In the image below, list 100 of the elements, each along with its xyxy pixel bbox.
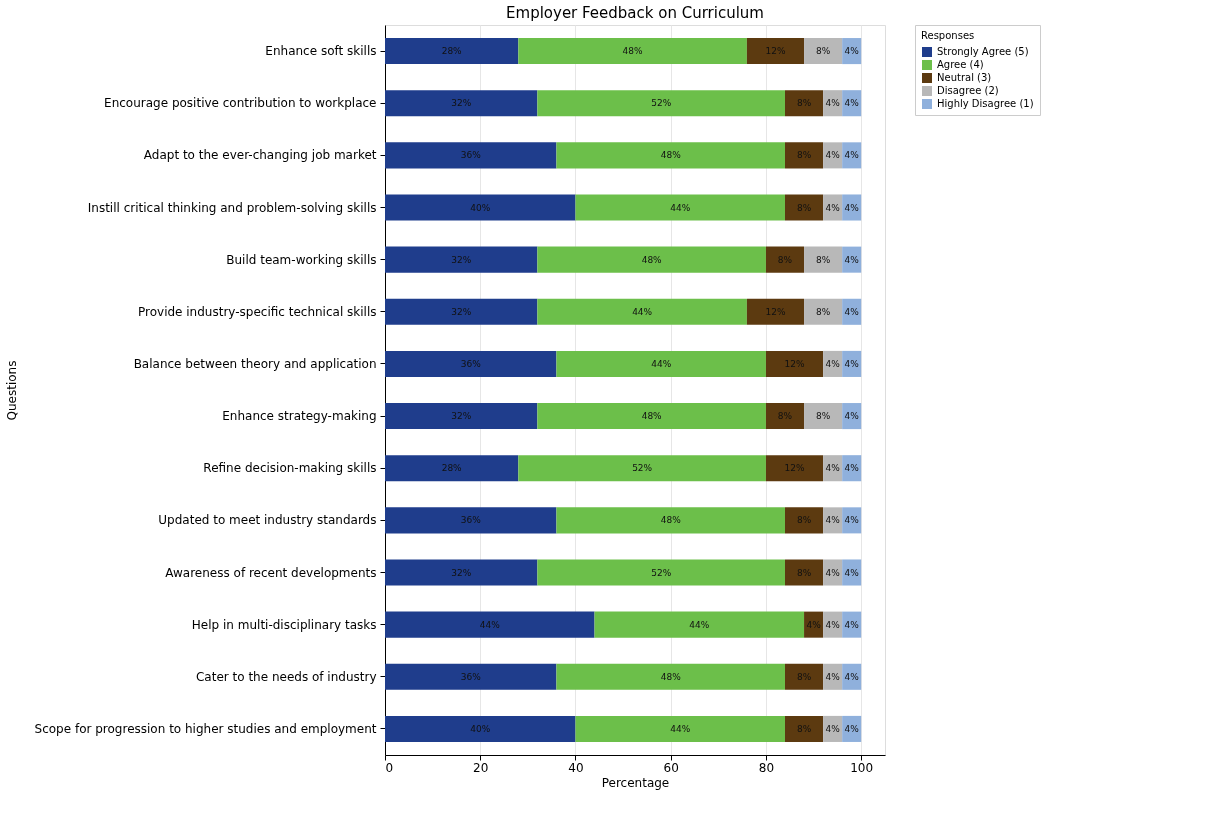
bar xyxy=(537,298,747,325)
data-label: 4% xyxy=(844,358,860,369)
bar xyxy=(385,403,538,430)
x-tick-label: 100 xyxy=(850,760,874,775)
bar xyxy=(765,246,805,273)
bar xyxy=(785,663,824,690)
bar xyxy=(385,559,538,586)
bar xyxy=(537,90,785,117)
data-label: 40% xyxy=(470,723,491,734)
y-tick-label: Adapt to the ever-changing job market xyxy=(143,148,377,163)
bar xyxy=(385,298,538,325)
bar xyxy=(518,38,747,65)
data-label: 48% xyxy=(660,150,682,161)
y-tick-label: Awareness of recent developments xyxy=(165,565,377,580)
data-label: 4% xyxy=(825,515,841,526)
bar xyxy=(804,38,843,65)
data-label: 12% xyxy=(784,463,805,474)
bar xyxy=(823,559,843,586)
data-label: 44% xyxy=(689,619,710,630)
y-tick-label: Help in multi-disciplinary tasks xyxy=(191,617,377,632)
data-label: 8% xyxy=(796,515,812,526)
x-tick-label: 40 xyxy=(568,760,584,775)
y-tick-label: Instill critical thinking and problem-solving skills xyxy=(87,200,377,215)
bar xyxy=(556,142,785,169)
bar xyxy=(385,38,519,65)
data-label: 8% xyxy=(796,723,812,734)
data-label: 4% xyxy=(844,515,860,526)
bar xyxy=(385,142,557,169)
data-label: 4% xyxy=(825,567,841,578)
bar xyxy=(575,715,785,742)
y-tick-label: Updated to meet industry standards xyxy=(158,513,377,528)
data-label: 8% xyxy=(815,254,831,265)
y-tick-label: Cater to the needs of industry xyxy=(195,669,377,684)
data-label: 32% xyxy=(451,567,472,578)
data-label: 4% xyxy=(825,723,841,734)
y-tick-label: Enhance soft skills xyxy=(265,44,377,59)
legend-label: Strongly Agree (5) xyxy=(937,46,1029,57)
data-label: 32% xyxy=(451,254,472,265)
bar xyxy=(537,246,766,273)
data-label: 8% xyxy=(815,411,831,422)
data-label: 4% xyxy=(844,254,860,265)
data-label: 4% xyxy=(844,202,860,213)
bar xyxy=(385,246,538,273)
data-label: 52% xyxy=(651,98,672,109)
bar xyxy=(537,559,785,586)
y-tick-label: Encourage positive contribution to workplace xyxy=(104,96,377,111)
legend-label: Neutral (3) xyxy=(937,72,992,83)
bar xyxy=(385,90,538,117)
bar xyxy=(746,298,805,325)
bar xyxy=(385,455,519,482)
legend-label: Disagree (2) xyxy=(937,85,999,96)
bar xyxy=(385,350,557,377)
y-tick-label: Balance between theory and application xyxy=(133,356,377,371)
data-label: 4% xyxy=(825,98,841,109)
bar xyxy=(385,663,557,690)
x-tick-label: 60 xyxy=(663,760,679,775)
bar xyxy=(823,194,843,221)
data-label: 52% xyxy=(632,463,653,474)
data-label: 8% xyxy=(777,411,793,422)
data-label: 4% xyxy=(844,98,860,109)
y-tick-label: Build team-working skills xyxy=(226,252,377,267)
bar xyxy=(385,715,576,742)
bar xyxy=(804,246,843,273)
bar xyxy=(842,559,862,586)
data-label: 4% xyxy=(844,306,860,317)
data-label: 36% xyxy=(460,515,482,526)
data-label: 44% xyxy=(651,358,672,369)
data-label: 36% xyxy=(460,671,482,682)
bar xyxy=(594,611,805,638)
legend-title: Responses xyxy=(921,30,975,41)
bar xyxy=(765,350,824,377)
chart-title: Employer Feedback on Curriculum xyxy=(506,3,764,22)
bar xyxy=(518,455,766,482)
data-label: 8% xyxy=(815,306,831,317)
data-label: 44% xyxy=(632,306,653,317)
data-label: 4% xyxy=(825,671,841,682)
data-label: 4% xyxy=(844,411,860,422)
y-tick-label: Refine decision-making skills xyxy=(203,461,377,476)
data-label: 4% xyxy=(844,723,860,734)
data-label: 8% xyxy=(796,202,812,213)
data-label: 40% xyxy=(470,202,491,213)
bar xyxy=(785,507,824,534)
bar xyxy=(785,715,824,742)
bar xyxy=(842,194,862,221)
data-label: 48% xyxy=(660,671,682,682)
y-tick-label: Provide industry-specific technical skills xyxy=(138,304,377,319)
data-label: 44% xyxy=(479,619,501,630)
data-label: 12% xyxy=(784,358,805,369)
bar xyxy=(537,403,766,430)
bar xyxy=(765,403,805,430)
data-label: 12% xyxy=(765,306,786,317)
data-label: 4% xyxy=(825,619,841,630)
bar xyxy=(765,455,824,482)
bar xyxy=(804,298,843,325)
legend-label: Highly Disagree (1) xyxy=(937,98,1034,109)
bar xyxy=(746,38,805,65)
data-label: 48% xyxy=(641,254,663,265)
data-label: 44% xyxy=(670,723,691,734)
x-tick-label: 0 xyxy=(385,760,394,775)
data-label: 48% xyxy=(641,411,663,422)
